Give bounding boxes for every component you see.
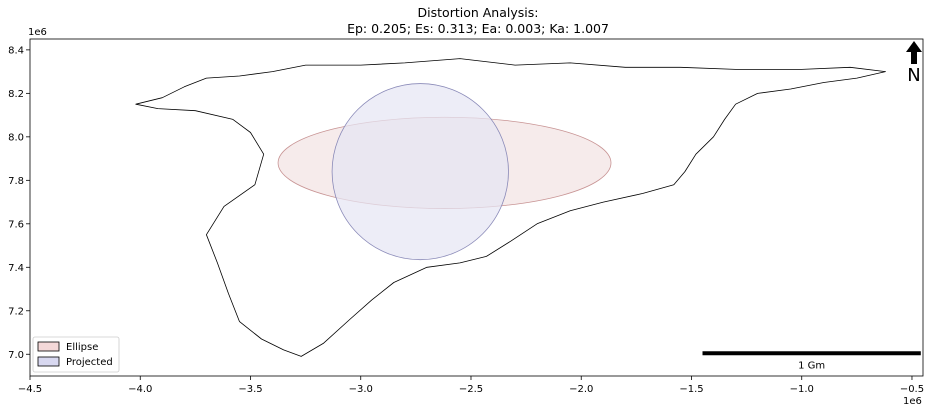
x-tick-label: −3.5 (238, 384, 262, 395)
x-tick-label: −1.0 (790, 384, 814, 395)
legend: Ellipse Projected (32, 336, 120, 373)
y-tick-label: 7.8 (8, 176, 24, 187)
legend-label-ellipse: Ellipse (66, 342, 98, 353)
y-tick-label: 7.6 (8, 219, 24, 230)
north-arrow: N (906, 41, 922, 86)
y-tick-label: 7.2 (8, 306, 24, 317)
scale-bar: 1 Gm (702, 351, 921, 371)
y-tick-label: 8.2 (8, 89, 24, 100)
y-tick-label: 7.4 (8, 263, 24, 274)
y-offset-label: 1e6 (28, 27, 47, 38)
north-arrow-icon (906, 41, 922, 64)
chart-subtitle: Ep: 0.205; Es: 0.313; Ea: 0.003; Ka: 1.0… (347, 21, 609, 36)
chart-title: Distortion Analysis: (418, 5, 539, 20)
x-tick-label: −2.5 (459, 384, 483, 395)
legend-label-projected: Projected (66, 357, 113, 368)
y-tick-label: 7.0 (8, 350, 24, 361)
projected-circle (331, 83, 509, 261)
x-tick-label: −1.5 (679, 384, 703, 395)
x-tick-label: −2.0 (569, 384, 593, 395)
y-tick-label: 8.4 (8, 45, 24, 56)
plot-frame (29, 38, 924, 377)
legend-swatch-ellipse (37, 341, 60, 352)
x-tick-label: −0.5 (900, 384, 924, 395)
north-arrow-label: N (907, 65, 920, 86)
x-tick-label: −4.5 (18, 384, 42, 395)
y-tick-label: 8.0 (8, 132, 24, 143)
x-offset-label: 1e6 (903, 396, 922, 407)
legend-swatch-projected (37, 356, 60, 367)
coastline (135, 58, 886, 357)
x-tick-label: −3.0 (349, 384, 373, 395)
scale-bar-label: 1 Gm (798, 360, 825, 371)
x-tick-label: −4.0 (128, 384, 152, 395)
